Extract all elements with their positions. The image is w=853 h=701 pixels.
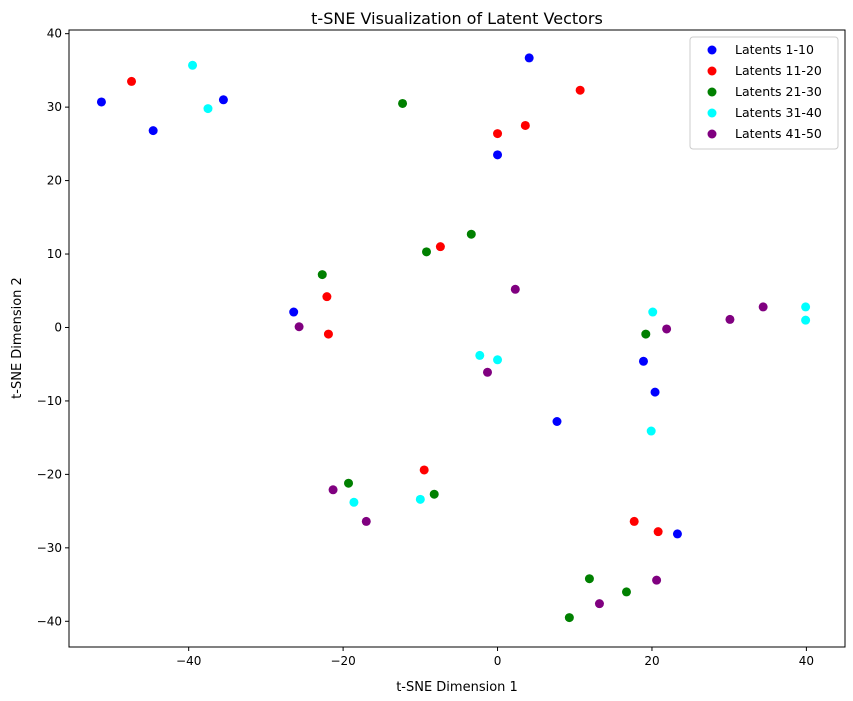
scatter-point	[422, 247, 432, 257]
scatter-point	[429, 489, 439, 499]
scatter-point	[758, 302, 768, 312]
scatter-point	[520, 120, 530, 130]
scatter-point	[621, 587, 631, 597]
axis-ticks: −40 −20 0 20 40 −40 −30 −20 −10 0 10 20 30 40	[37, 27, 814, 668]
legend-label: Latents 1-10	[735, 42, 814, 57]
legend-box	[689, 36, 839, 150]
scatter-point	[323, 329, 333, 339]
scatter-point	[510, 284, 520, 294]
scatter-point	[648, 307, 658, 317]
scatter-point	[594, 599, 604, 609]
scatter-point	[646, 426, 656, 436]
scatter-point	[203, 104, 213, 114]
scatter-point	[672, 529, 682, 539]
scatter-point	[653, 527, 663, 537]
scatter-point	[419, 465, 429, 475]
x-tick-label: 20	[644, 654, 659, 668]
data-points	[96, 53, 811, 623]
scatter-point	[493, 150, 503, 160]
scatter-point	[466, 229, 476, 239]
y-tick-label: −20	[37, 467, 62, 481]
scatter-point	[641, 329, 651, 339]
legend: Latents 1-10 Latents 11-20 Latents 21-30 La…	[689, 36, 839, 150]
scatter-point	[652, 575, 662, 585]
y-tick-label: 20	[47, 174, 62, 188]
scatter-point	[328, 485, 338, 495]
y-tick-label: −30	[37, 541, 62, 555]
scatter-point	[725, 314, 735, 324]
y-tick-label: 0	[54, 320, 62, 334]
y-tick-label: −10	[37, 394, 62, 408]
y-tick-label: −40	[37, 614, 62, 628]
x-tick-label: −20	[330, 654, 355, 668]
scatter-point	[524, 53, 534, 63]
scatter-point	[575, 85, 585, 95]
legend-marker	[707, 108, 717, 118]
scatter-point	[344, 478, 354, 488]
x-tick-label: 40	[799, 654, 814, 668]
scatter-point	[127, 76, 137, 86]
chart-title: t-SNE Visualization of Latent Vectors	[311, 9, 603, 28]
legend-label: Latents 11-20	[735, 63, 822, 78]
scatter-point	[801, 315, 811, 325]
scatter-point	[148, 126, 158, 136]
scatter-point	[629, 516, 639, 526]
scatter-point	[294, 322, 304, 332]
x-axis-label: t-SNE Dimension 1	[396, 680, 518, 695]
scatter-point	[475, 350, 485, 360]
scatter-point	[638, 356, 648, 366]
scatter-point	[322, 292, 332, 302]
scatter-point	[584, 574, 594, 584]
scatter-point	[96, 97, 106, 107]
scatter-point	[662, 324, 672, 334]
scatter-point	[493, 129, 503, 139]
x-tick-label: 0	[494, 654, 502, 668]
legend-label: Latents 41-50	[735, 126, 822, 141]
legend-marker	[707, 45, 717, 55]
plot-frame	[68, 29, 846, 648]
scatter-point	[493, 355, 503, 365]
scatter-point	[482, 367, 492, 377]
scatter-point	[349, 497, 359, 507]
legend-marker	[707, 66, 717, 76]
scatter-point	[361, 516, 371, 526]
y-axis-label: t-SNE Dimension 2	[10, 277, 25, 399]
scatter-point	[317, 270, 327, 280]
scatter-point	[435, 242, 445, 252]
scatter-point	[650, 387, 660, 397]
legend-marker	[707, 129, 717, 139]
y-tick-label: 30	[47, 100, 62, 114]
legend-label: Latents 31-40	[735, 105, 822, 120]
scatter-point	[289, 307, 299, 317]
scatter-point	[564, 613, 574, 623]
y-tick-label: 10	[47, 247, 62, 261]
scatter-point	[218, 95, 228, 105]
x-tick-label: −40	[176, 654, 201, 668]
scatter-point	[552, 417, 562, 427]
y-tick-label: 40	[47, 27, 62, 41]
scatter-point	[398, 98, 408, 108]
scatter-point	[801, 302, 811, 312]
scatter-point	[188, 60, 198, 70]
legend-label: Latents 21-30	[735, 84, 822, 99]
legend-marker	[707, 87, 717, 97]
scatter-point	[415, 494, 425, 504]
